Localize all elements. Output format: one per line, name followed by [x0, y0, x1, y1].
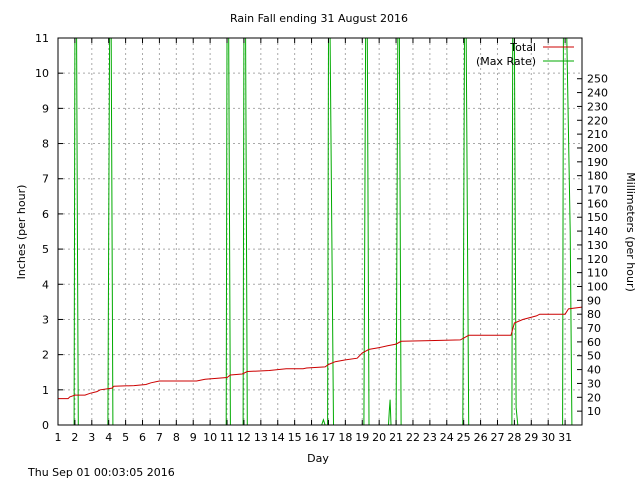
y-tick-label: 2	[42, 349, 49, 362]
y2-tick-label: 140	[587, 225, 608, 238]
grid	[58, 38, 582, 425]
x-tick-label: 3	[88, 431, 95, 444]
y-tick-label: 0	[42, 419, 49, 432]
x-tick-label: 25	[457, 431, 471, 444]
y-tick-label: 9	[42, 102, 49, 115]
y-tick-label: 6	[42, 208, 49, 221]
x-axis-label: Day	[307, 452, 329, 465]
y2-tick-label: 210	[587, 128, 608, 141]
y2-tick-label: 190	[587, 156, 608, 169]
y2-tick-label: 230	[587, 100, 608, 113]
x-tick-label: 26	[474, 431, 488, 444]
x-tick-label: 28	[507, 431, 521, 444]
x-tick-label: 5	[122, 431, 129, 444]
x-tick-label: 13	[254, 431, 268, 444]
y2-tick-label: 160	[587, 197, 608, 210]
y2-tick-label: 180	[587, 170, 608, 183]
x-tick-label: 10	[203, 431, 217, 444]
y2-tick-label: 10	[587, 405, 601, 418]
x-tick-label: 19	[355, 431, 369, 444]
chart-title: Rain Fall ending 31 August 2016	[230, 12, 408, 25]
y-tick-label: 8	[42, 138, 49, 151]
y2-tick-label: 250	[587, 73, 608, 86]
x-tick-label: 7	[156, 431, 163, 444]
x-tick-label: 6	[139, 431, 146, 444]
legend-label-total: Total	[509, 41, 536, 54]
legend: Total(Max Rate)	[476, 41, 574, 68]
x-tick-label: 17	[321, 431, 335, 444]
ticks: 1 2 3 4 5 6 7 8 9 10 11 12 13 14 15 16 17 18 19 20 21 22 23 24 2…	[35, 32, 608, 444]
x-tick-label: 27	[490, 431, 504, 444]
y-tick-label: 7	[42, 173, 49, 186]
y-tick-label: 3	[42, 313, 49, 326]
y2-tick-label: 40	[587, 364, 601, 377]
x-tick-label: 15	[288, 431, 302, 444]
y2-tick-label: 150	[587, 211, 608, 224]
x-tick-label: 9	[190, 431, 197, 444]
timestamp-footer: Thu Sep 01 00:03:05 2016	[27, 466, 175, 479]
y-tick-label: 4	[42, 278, 49, 291]
y2-tick-label: 20	[587, 391, 601, 404]
x-tick-label: 1	[55, 431, 62, 444]
x-tick-label: 11	[220, 431, 234, 444]
y2-tick-label: 110	[587, 267, 608, 280]
y2-tick-label: 240	[587, 87, 608, 100]
y2-tick-label: 90	[587, 294, 601, 307]
y2-tick-label: 220	[587, 114, 608, 127]
x-tick-label: 20	[372, 431, 386, 444]
y2-axis-label: Millimeters (per hour)	[624, 172, 637, 292]
x-tick-label: 2	[71, 431, 78, 444]
x-tick-label: 24	[440, 431, 454, 444]
y2-tick-label: 130	[587, 239, 608, 252]
y2-tick-label: 100	[587, 280, 608, 293]
y2-tick-label: 170	[587, 184, 608, 197]
y2-tick-label: 80	[587, 308, 601, 321]
x-tick-label: 16	[305, 431, 319, 444]
x-tick-label: 14	[271, 431, 285, 444]
y2-tick-label: 60	[587, 336, 601, 349]
x-tick-label: 31	[558, 431, 572, 444]
series-line-total	[58, 306, 583, 400]
y-tick-label: 5	[42, 243, 49, 256]
y-axis-label: Inches (per hour)	[15, 185, 28, 280]
legend-label-max-rate: (Max Rate)	[476, 55, 536, 68]
y2-tick-label: 120	[587, 253, 608, 266]
y2-tick-label: 70	[587, 322, 601, 335]
x-tick-label: 4	[105, 431, 112, 444]
x-tick-label: 23	[423, 431, 437, 444]
y-tick-label: 1	[42, 384, 49, 397]
series-layer	[58, 37, 583, 426]
y2-tick-label: 30	[587, 377, 601, 390]
y2-tick-label: 50	[587, 350, 601, 363]
x-tick-label: 29	[524, 431, 538, 444]
x-tick-label: 8	[173, 431, 180, 444]
y-tick-label: 10	[35, 67, 49, 80]
x-tick-label: 12	[237, 431, 251, 444]
x-tick-label: 30	[541, 431, 555, 444]
x-tick-label: 18	[338, 431, 352, 444]
x-tick-label: 22	[406, 431, 420, 444]
y-tick-label: 11	[35, 32, 49, 45]
y2-tick-label: 200	[587, 142, 608, 155]
x-tick-label: 21	[389, 431, 403, 444]
